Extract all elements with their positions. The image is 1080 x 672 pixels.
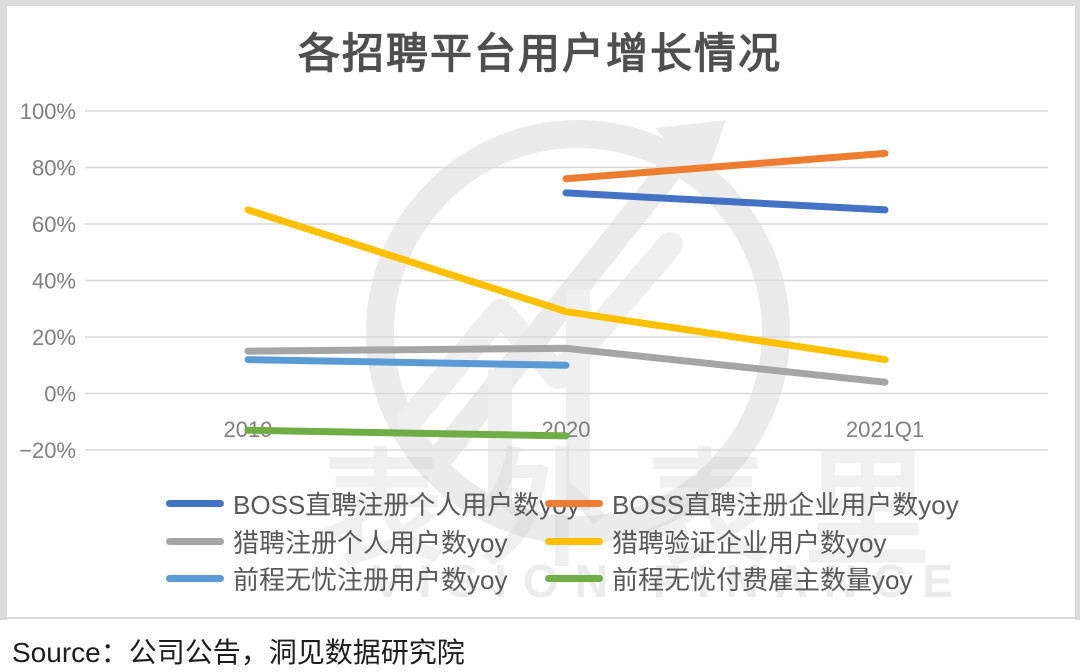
series-line xyxy=(244,344,889,386)
chart-legend: BOSS直聘注册个人用户数yoy BOSS直聘注册企业用户数yoy 猎聘注册个人用户… xyxy=(0,487,1080,599)
legend-item: 猎聘验证企业用户数yoy xyxy=(545,525,887,558)
x-tick-label: 2021Q1 xyxy=(846,417,924,442)
y-tick-label: 100% xyxy=(20,99,76,124)
y-tick-label: 20% xyxy=(32,325,76,350)
watermark-en-text: VISION FINANCE xyxy=(372,555,970,607)
y-tick-label: 60% xyxy=(32,212,76,237)
legend-item: 猎聘注册个人用户数yoy xyxy=(166,525,508,558)
frame-border-left xyxy=(0,0,7,620)
chart-title: 各招聘平台用户增长情况 xyxy=(297,30,782,77)
source-caption: Source：公司公告，洞见数据研究院 xyxy=(12,637,465,668)
frame-border-right xyxy=(1075,0,1080,620)
legend-label: 前程无忧注册用户数yoy xyxy=(233,564,508,595)
legend-item: 前程无忧付费雇主数量yoy xyxy=(545,562,913,595)
gridlines xyxy=(85,110,1048,451)
frame-border-bottom xyxy=(0,617,1080,619)
legend-swatch xyxy=(166,499,224,507)
series-line xyxy=(244,356,570,369)
legend-item: BOSS直聘注册个人用户数yoy xyxy=(166,487,580,520)
y-axis-tick-labels: 100% 80% 60% 40% 20% 0% −20% xyxy=(19,99,76,463)
y-tick-label: 0% xyxy=(44,382,76,407)
series-line xyxy=(562,149,889,183)
series-line xyxy=(562,189,889,214)
legend-item: 前程无忧注册用户数yoy xyxy=(166,562,508,595)
legend-label: BOSS直聘注册个人用户数yoy xyxy=(233,489,580,520)
legend-swatch xyxy=(545,499,603,507)
legend-item: BOSS直聘注册企业用户数yoy xyxy=(545,487,959,520)
legend-label: 猎聘注册个人用户数yoy xyxy=(233,527,508,558)
legend-swatch xyxy=(166,574,224,582)
watermark-cn-text: 表外表里 xyxy=(318,440,966,581)
frame-border-top xyxy=(0,0,1080,6)
legend-label: 猎聘验证企业用户数yoy xyxy=(612,527,887,558)
legend-label: 前程无忧付费雇主数量yoy xyxy=(612,564,913,595)
line-chart: 100%80%60%40%20%0%−20%2019 2020 2021Q1 xyxy=(19,99,1048,463)
legend-swatch xyxy=(545,537,603,545)
series-line xyxy=(244,206,889,364)
y-tick-label: 80% xyxy=(32,156,76,181)
legend-swatch xyxy=(545,574,603,582)
y-tick-label: −20% xyxy=(19,438,76,463)
y-tick-label: 40% xyxy=(32,269,76,294)
legend-label: BOSS直聘注册企业用户数yoy xyxy=(612,489,959,520)
series-line xyxy=(244,426,570,440)
legend-swatch xyxy=(166,537,224,545)
